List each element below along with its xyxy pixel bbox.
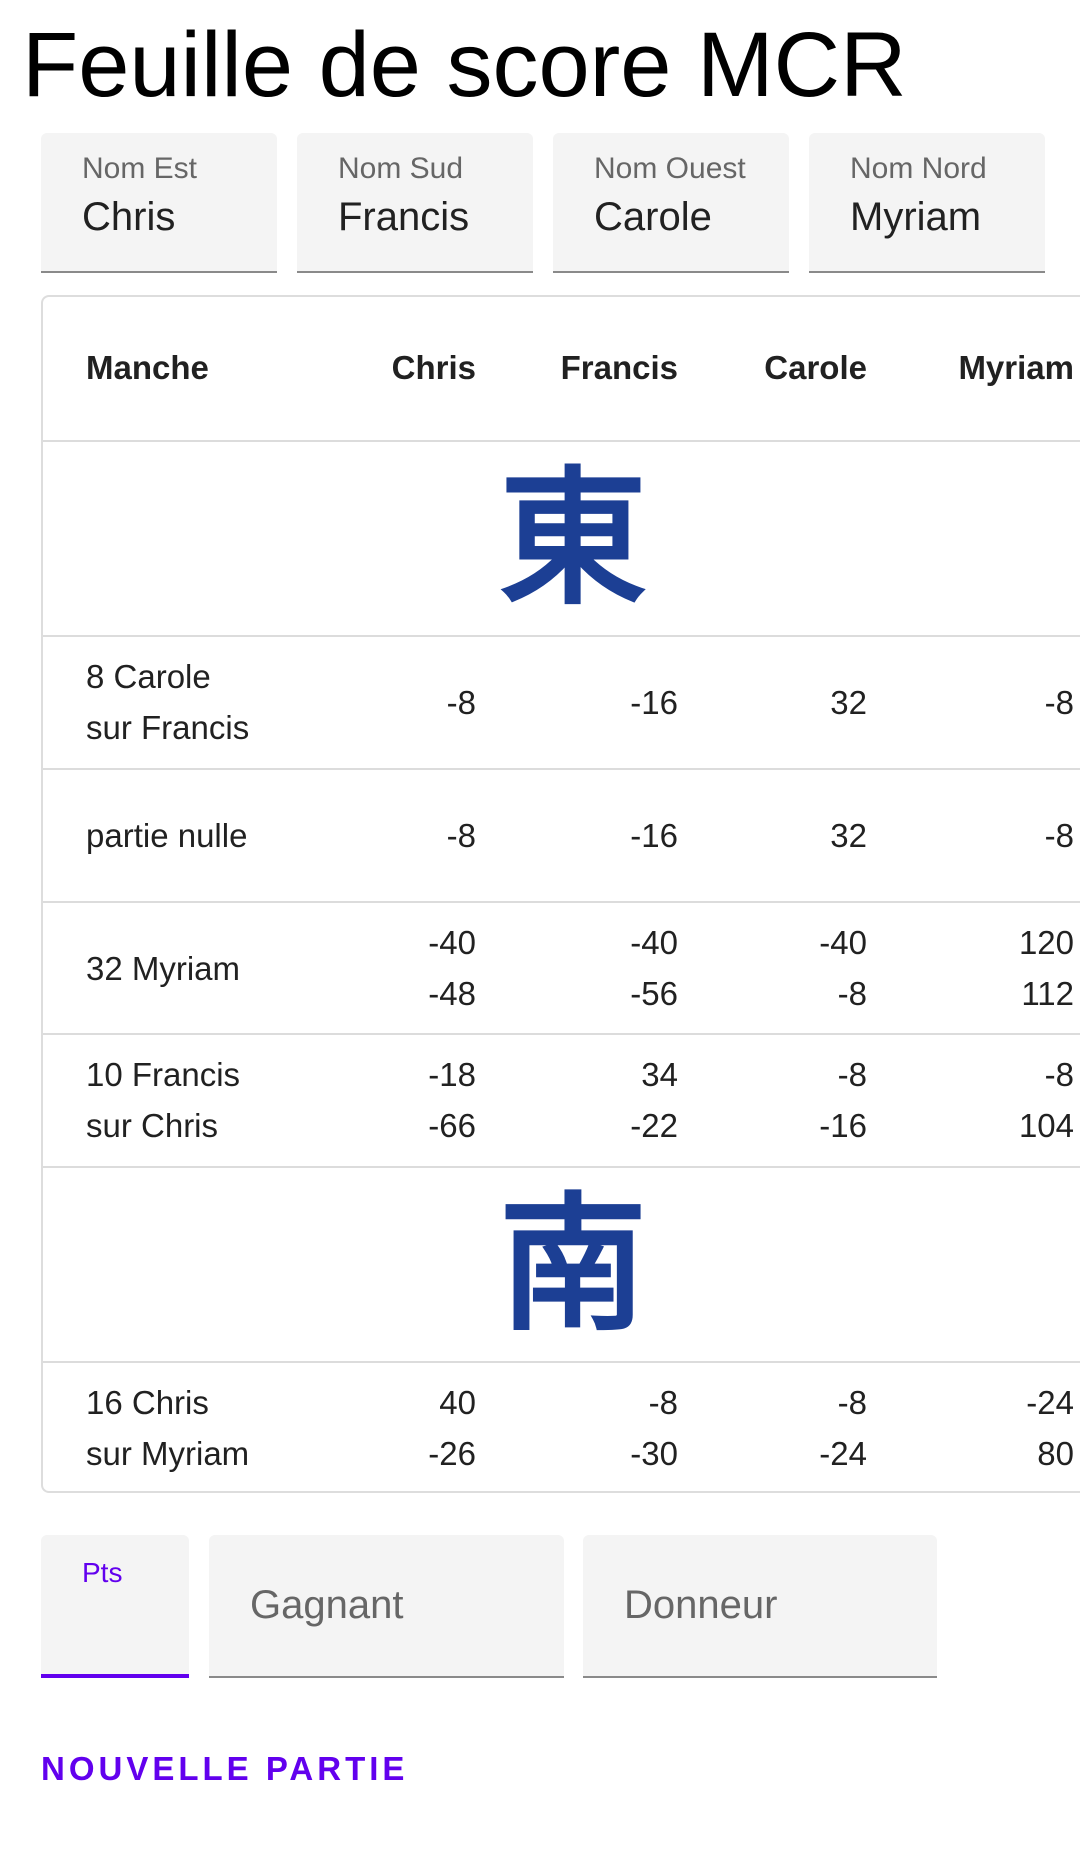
score-cell: 40 bbox=[439, 1384, 476, 1421]
player-name-fields: Nom Est Chris Nom Sud Francis Nom Ouest … bbox=[41, 133, 1045, 273]
header-player-4: Myriam bbox=[958, 349, 1074, 386]
header-player-1: Chris bbox=[391, 349, 476, 386]
winner-placeholder: Gagnant bbox=[250, 1583, 404, 1627]
score-cell: -16 bbox=[630, 817, 678, 854]
score-cell: -24 bbox=[1026, 1384, 1074, 1421]
points-input[interactable]: Pts bbox=[41, 1535, 189, 1678]
round-label-line-2: sur Francis bbox=[86, 709, 250, 746]
score-cell: -40 bbox=[630, 924, 678, 961]
cumulative-score-cell: 80 bbox=[1037, 1435, 1074, 1472]
cumulative-score-cell: -16 bbox=[819, 1107, 867, 1144]
cumulative-score-cell: -24 bbox=[819, 1435, 867, 1472]
discarder-placeholder: Donneur bbox=[624, 1583, 778, 1627]
header-player-2: Francis bbox=[560, 349, 678, 386]
table-row: 32 Myriam -40 -48 -40 -56 -40 -8 120 112 bbox=[43, 903, 1080, 1035]
score-cell: 32 bbox=[830, 817, 867, 854]
name-field-west[interactable]: Nom Ouest Carole bbox=[553, 133, 789, 273]
score-table: Manche Chris Francis Carole Myriam 東 8 C… bbox=[41, 295, 1080, 1493]
cumulative-score-cell: -30 bbox=[630, 1435, 678, 1472]
new-game-button[interactable]: NOUVELLE PARTIE bbox=[41, 1750, 409, 1787]
name-field-north[interactable]: Nom Nord Myriam bbox=[809, 133, 1045, 273]
cumulative-score-cell: -8 bbox=[837, 975, 867, 1012]
table-row: 8 Carole sur Francis -8 -16 32 -8 bbox=[43, 637, 1080, 770]
name-field-east-label: Nom Est bbox=[82, 152, 198, 185]
south-wind-icon: 南 bbox=[499, 1177, 647, 1351]
cumulative-score-cell: -22 bbox=[630, 1107, 678, 1144]
name-field-west-value[interactable]: Carole bbox=[594, 195, 712, 239]
name-field-west-label: Nom Ouest bbox=[594, 152, 746, 185]
score-cell: -8 bbox=[837, 1056, 867, 1093]
discarder-select[interactable]: Donneur bbox=[583, 1535, 937, 1678]
header-manche: Manche bbox=[86, 349, 209, 386]
name-field-north-value[interactable]: Myriam bbox=[850, 195, 982, 239]
name-field-east[interactable]: Nom Est Chris bbox=[41, 133, 277, 273]
score-cell: -8 bbox=[446, 817, 476, 854]
score-cell: 34 bbox=[641, 1056, 678, 1093]
score-cell: -40 bbox=[428, 924, 476, 961]
score-cell: -8 bbox=[1044, 1056, 1074, 1093]
round-label-line-2: sur Myriam bbox=[86, 1435, 250, 1472]
name-field-south-label: Nom Sud bbox=[338, 152, 464, 185]
wind-row-south: 南 bbox=[43, 1168, 1080, 1363]
table-row: 10 Francis sur Chris -18 -66 34 -22 -8 -… bbox=[43, 1035, 1080, 1168]
header-player-3: Carole bbox=[764, 349, 867, 386]
score-cell: -8 bbox=[648, 1384, 678, 1421]
name-field-north-label: Nom Nord bbox=[850, 152, 987, 185]
round-label-line-1: 32 Myriam bbox=[86, 950, 241, 987]
wind-row-east: 東 bbox=[43, 442, 1080, 637]
table-header-row: Manche Chris Francis Carole Myriam bbox=[43, 297, 1080, 442]
name-field-east-value[interactable]: Chris bbox=[82, 195, 176, 239]
score-cell: -40 bbox=[819, 924, 867, 961]
round-label-line-1: 8 Carole bbox=[86, 658, 211, 695]
cumulative-score-cell: 104 bbox=[1018, 1107, 1074, 1144]
score-cell: -16 bbox=[630, 684, 678, 721]
cumulative-score-cell: -26 bbox=[428, 1435, 476, 1472]
score-cell: -8 bbox=[837, 1384, 867, 1421]
round-label-line-1: partie nulle bbox=[86, 817, 248, 854]
points-label: Pts bbox=[82, 1557, 123, 1588]
table-row: 16 Chris sur Myriam 40 -26 -8 -30 -8 -24… bbox=[43, 1363, 1080, 1491]
round-label-line-2: sur Chris bbox=[86, 1107, 219, 1144]
score-cell: -8 bbox=[1044, 684, 1074, 721]
score-cell: 120 bbox=[1018, 924, 1074, 961]
score-cell: -18 bbox=[428, 1056, 476, 1093]
cumulative-score-cell: 112 bbox=[1021, 975, 1074, 1012]
winner-select[interactable]: Gagnant bbox=[209, 1535, 564, 1678]
score-cell: 32 bbox=[830, 684, 867, 721]
cumulative-score-cell: -56 bbox=[630, 975, 678, 1012]
table-row: partie nulle -8 -16 32 -8 bbox=[43, 770, 1080, 903]
score-cell: -8 bbox=[1044, 817, 1074, 854]
page-title: Feuille de score MCR bbox=[22, 14, 907, 116]
cumulative-score-cell: -66 bbox=[428, 1107, 476, 1144]
score-cell: -8 bbox=[446, 684, 476, 721]
round-label-line-1: 16 Chris bbox=[86, 1384, 209, 1421]
name-field-south-value[interactable]: Francis bbox=[338, 195, 470, 239]
round-label-line-1: 10 Francis bbox=[86, 1056, 241, 1093]
east-wind-icon: 東 bbox=[499, 451, 647, 625]
name-field-south[interactable]: Nom Sud Francis bbox=[297, 133, 533, 273]
cumulative-score-cell: -48 bbox=[428, 975, 476, 1012]
